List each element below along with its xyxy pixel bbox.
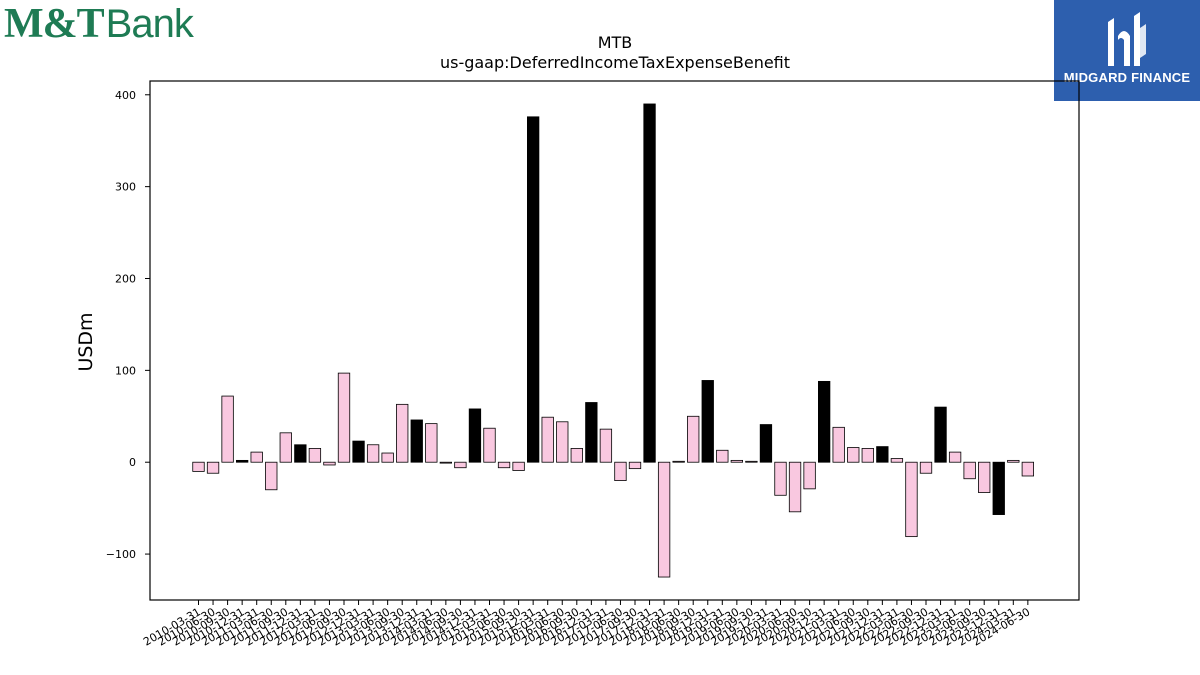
bar-2010-06-30 <box>206 461 220 474</box>
bar-2014-06-30 <box>439 461 453 464</box>
y-axis: −100 0 100 200 300 400 <box>106 89 150 561</box>
bar-2015-06-30 <box>497 461 511 469</box>
bar-2024-03-31 <box>1007 459 1020 463</box>
bar-2017-03-31 <box>599 428 613 463</box>
bar-2022-03-31 <box>890 458 904 463</box>
bar-2010-12-31 <box>235 459 249 463</box>
bar-2022-12-31 <box>934 406 947 463</box>
y-tick-label: 100 <box>115 364 136 377</box>
bar-2013-12-31 <box>410 419 423 463</box>
bar-2021-06-30 <box>847 447 860 463</box>
bar-2016-09-30 <box>570 448 583 463</box>
bar-2014-03-31 <box>425 423 438 463</box>
mt-bank-logo: M&T Bank <box>4 0 194 47</box>
y-tick-label: 0 <box>129 456 136 469</box>
bar-2017-12-31 <box>643 103 656 463</box>
bar-2021-03-31 <box>832 426 845 463</box>
bar-2020-12-31 <box>818 380 831 463</box>
bar-2018-09-30 <box>687 415 700 463</box>
bar-2018-12-31 <box>701 380 714 463</box>
y-axis-label: USDm <box>75 312 97 371</box>
bar-2010-03-31 <box>192 461 205 472</box>
bar-2011-09-30 <box>279 432 292 463</box>
bar-2014-09-30 <box>454 461 467 469</box>
bar-2021-09-30 <box>861 448 874 463</box>
bar-2018-06-30 <box>672 460 685 463</box>
bar-2020-06-30 <box>788 461 802 513</box>
bar-2015-09-30 <box>512 461 525 471</box>
bar-series <box>192 103 1034 578</box>
bar-2012-12-31 <box>352 440 365 463</box>
y-tick-label: 300 <box>115 181 136 194</box>
bar-2014-12-31 <box>468 408 482 463</box>
midgard-finance-badge: MIDGARD FINANCE <box>1054 0 1200 101</box>
bar-2016-03-31 <box>541 416 554 463</box>
midgard-logo-icon <box>1108 12 1146 66</box>
bar-2012-09-30 <box>337 372 351 463</box>
bar-2010-09-30 <box>221 395 234 463</box>
x-axis: 2010-03-312010-06-302010-09-302010-12-31… <box>141 600 1032 649</box>
badge-label: MIDGARD FINANCE <box>1063 70 1191 85</box>
bar-2018-03-31 <box>657 461 671 578</box>
chart-title: MTB <box>598 33 633 52</box>
bar-2023-12-31 <box>992 461 1005 515</box>
bar-2023-09-30 <box>978 461 991 493</box>
bar-2016-06-30 <box>556 421 569 463</box>
bar-2022-09-30 <box>919 461 933 474</box>
bar-2021-12-31 <box>876 446 889 463</box>
logo-main-text: M&T <box>4 1 105 47</box>
bar-2015-03-31 <box>483 427 496 463</box>
bar-2020-09-30 <box>803 461 816 490</box>
bar-2019-03-31 <box>716 449 729 463</box>
bar-2013-06-30 <box>381 452 394 463</box>
y-tick-label: 400 <box>115 89 136 102</box>
bar-2011-12-31 <box>294 444 307 463</box>
bar-2017-09-30 <box>628 461 642 470</box>
bar-2013-09-30 <box>396 403 409 463</box>
bar-2012-03-31 <box>308 448 322 463</box>
bar-2019-06-30 <box>730 459 743 463</box>
bar-2017-06-30 <box>614 461 627 481</box>
y-tick-label: −100 <box>106 548 136 561</box>
plot-frame <box>149 80 1080 601</box>
bar-2020-03-31 <box>774 461 787 496</box>
chart-subtitle: us-gaap:DeferredIncomeTaxExpenseBenefit <box>440 53 790 72</box>
bar-2023-03-31 <box>948 451 962 463</box>
bar-2012-06-30 <box>323 461 336 466</box>
logo-sub-text: Bank <box>105 2 194 46</box>
bar-2015-12-31 <box>527 116 540 463</box>
bar-2019-09-30 <box>745 460 758 463</box>
bar-2011-03-31 <box>250 451 263 463</box>
bar-2013-03-31 <box>366 444 380 463</box>
bar-2023-06-30 <box>963 461 976 480</box>
bar-2011-06-30 <box>265 461 278 491</box>
bar-2022-06-30 <box>905 461 918 538</box>
bar-2024-06-30 <box>1021 461 1034 477</box>
bar-2016-12-31 <box>585 402 598 463</box>
bar-2019-12-31 <box>759 424 773 463</box>
y-tick-label: 200 <box>115 272 136 285</box>
